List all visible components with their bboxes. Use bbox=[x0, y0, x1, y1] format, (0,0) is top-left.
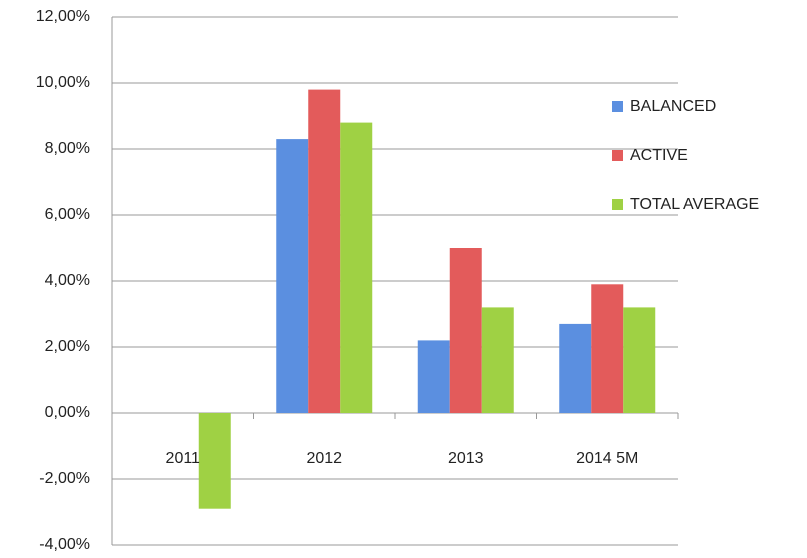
legend-label: TOTAL AVERAGE bbox=[630, 196, 759, 213]
legend-swatch bbox=[612, 199, 623, 210]
bar bbox=[481, 307, 514, 413]
x-tick-label: 2013 bbox=[448, 450, 484, 467]
legend-swatch bbox=[612, 101, 623, 112]
bar bbox=[559, 323, 592, 413]
x-tick-label: 2014 5M bbox=[576, 450, 638, 467]
bar bbox=[449, 248, 482, 413]
y-tick-label: 12,00% bbox=[36, 8, 90, 25]
bar bbox=[591, 284, 624, 413]
y-tick-label: -4,00% bbox=[39, 536, 90, 553]
y-tick-label: 6,00% bbox=[45, 206, 90, 223]
bar bbox=[417, 340, 450, 413]
x-tick-label: 2011 bbox=[166, 450, 201, 467]
bar bbox=[276, 139, 309, 413]
legend-swatch bbox=[612, 150, 623, 161]
legend-label: BALANCED bbox=[630, 98, 716, 115]
y-tick-label: 10,00% bbox=[36, 74, 90, 91]
bar bbox=[198, 413, 231, 509]
y-tick-label: 4,00% bbox=[45, 272, 90, 289]
y-tick-label: 2,00% bbox=[45, 338, 90, 355]
bar bbox=[340, 122, 373, 413]
legend-label: ACTIVE bbox=[630, 147, 688, 164]
x-tick-label: 2012 bbox=[306, 450, 342, 467]
y-tick-label: -2,00% bbox=[39, 470, 90, 487]
bar bbox=[623, 307, 656, 413]
y-tick-label: 0,00% bbox=[45, 404, 90, 421]
bar bbox=[308, 89, 341, 413]
y-tick-label: 8,00% bbox=[45, 140, 90, 157]
